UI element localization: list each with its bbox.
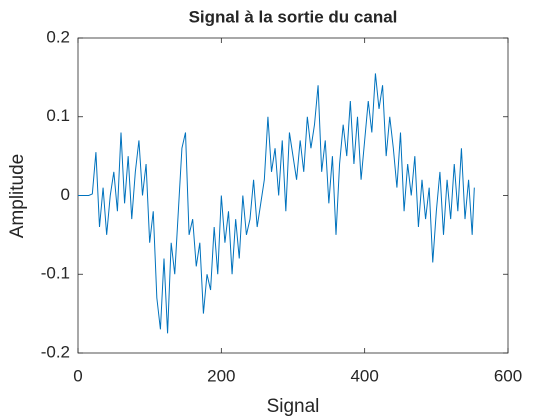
- x-tick-label: 400: [350, 366, 378, 385]
- y-tick-label: 0: [61, 185, 70, 204]
- x-axis-label: Signal: [267, 396, 320, 417]
- signal-line: [78, 73, 475, 334]
- y-axis-label: Amplitude: [7, 154, 28, 239]
- x-tick-label: 0: [73, 366, 82, 385]
- y-tick-label: -0.2: [41, 342, 70, 361]
- chart-title: Signal à la sortie du canal: [189, 7, 398, 26]
- x-tick-label: 600: [494, 366, 522, 385]
- x-tick-label: 200: [207, 366, 235, 385]
- y-tick-label: -0.1: [41, 264, 70, 283]
- y-tick-label: 0.2: [46, 27, 70, 46]
- y-tick-label: 0.1: [46, 106, 70, 125]
